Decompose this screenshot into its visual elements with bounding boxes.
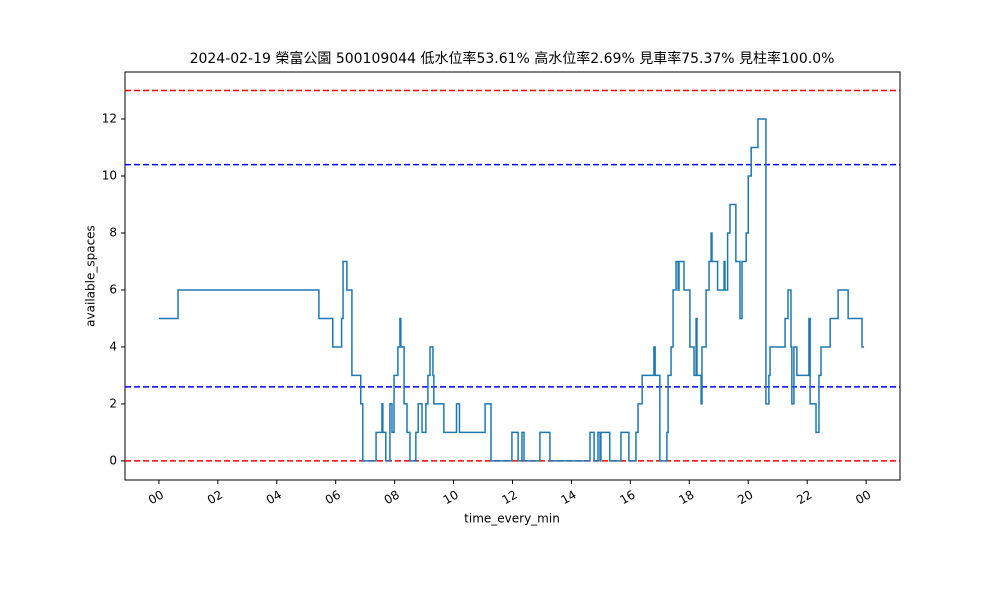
y-tick-label: 10 — [102, 168, 117, 182]
x-tick-label: 00 — [853, 488, 873, 508]
x-tick-label: 22 — [794, 488, 814, 508]
x-tick-label: 00 — [146, 488, 166, 508]
x-tick-label: 18 — [676, 488, 696, 508]
x-tick-label: 08 — [382, 488, 402, 508]
x-tick-label: 20 — [735, 488, 755, 508]
x-tick-label: 04 — [264, 488, 284, 508]
y-tick-label: 4 — [109, 339, 117, 353]
y-tick-label: 2 — [109, 396, 117, 410]
y-tick-label: 8 — [109, 225, 117, 239]
x-tick-label: 12 — [500, 488, 520, 508]
x-tick-label: 06 — [323, 488, 343, 508]
y-axis-label: available_spaces — [84, 225, 98, 327]
x-tick-label: 14 — [558, 488, 578, 508]
line-series — [158, 118, 865, 462]
y-tick-label: 6 — [109, 282, 117, 296]
x-axis-label: time_every_min — [464, 512, 560, 526]
x-tick-label: 02 — [205, 488, 225, 508]
chart-title: 2024-02-19 榮富公園 500109044 低水位率53.61% 高水位… — [190, 50, 835, 67]
x-tick-label: 16 — [617, 488, 637, 508]
y-tick-label: 12 — [102, 112, 117, 126]
x-tick-label: 10 — [441, 488, 461, 508]
y-tick-label: 0 — [109, 453, 117, 467]
plot-area — [124, 71, 901, 481]
